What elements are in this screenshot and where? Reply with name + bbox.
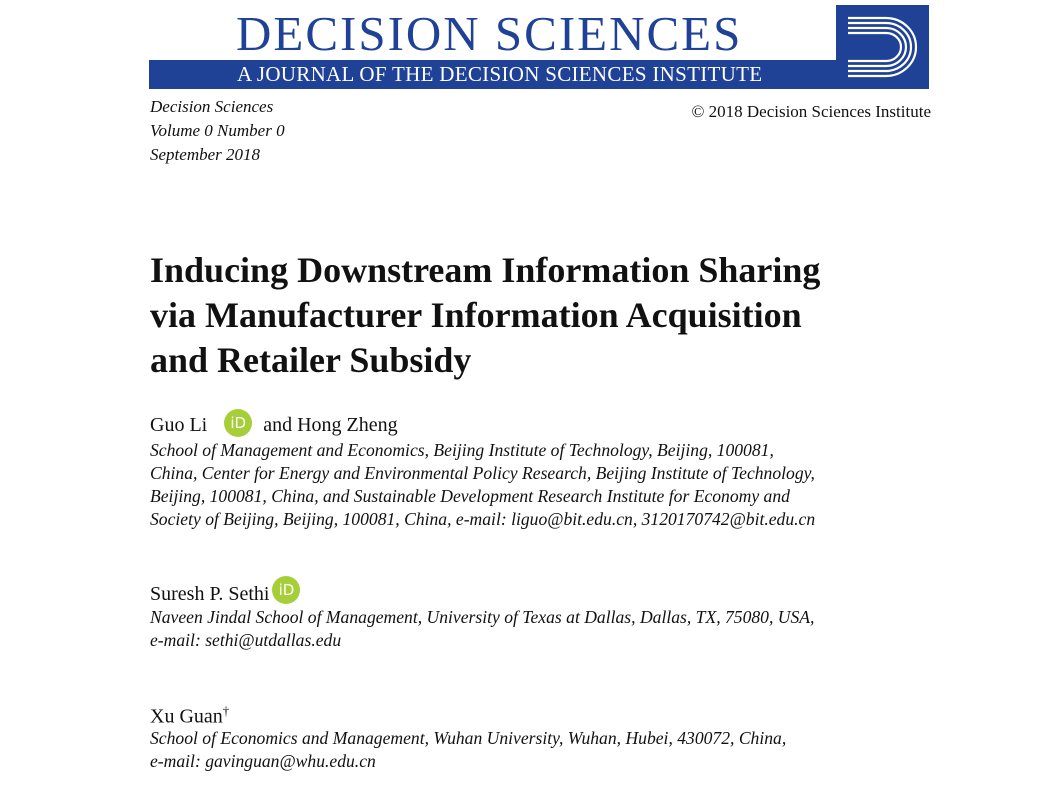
journal-subtitle: A JOURNAL OF THE DECISION SCIENCES INSTI…: [237, 62, 763, 86]
dagger-mark: †: [222, 703, 230, 718]
journal-band: [149, 60, 839, 89]
affiliation-line: Society of Beijing, Beijing, 100081, Chi…: [150, 509, 816, 529]
affiliation-line: e-mail: gavinguan@whu.edu.cn: [150, 751, 376, 771]
copyright: © 2018 Decision Sciences Institute: [691, 102, 931, 121]
paper-title-line: and Retailer Subsidy: [150, 340, 472, 380]
journal-title-meta: Decision Sciences: [150, 97, 274, 116]
volume-meta: Volume 0 Number 0: [150, 121, 285, 140]
affiliation-line: School of Management and Economics, Beij…: [150, 440, 774, 460]
affiliation-line: China, Center for Energy and Environment…: [150, 463, 815, 483]
paper-title-line: via Manufacturer Information Acquisition: [150, 295, 802, 335]
author-name: Guo Li: [150, 414, 208, 436]
affiliation-line: Naveen Jindal School of Management, Univ…: [150, 607, 815, 627]
affiliation-line: Beijing, 100081, China, and Sustainable …: [150, 486, 790, 506]
affiliation-line: School of Economics and Management, Wuha…: [150, 728, 787, 748]
author-name: Xu Guan: [150, 705, 223, 728]
author-line: Xu Guan†: [150, 698, 229, 730]
author-line: Suresh P. Sethi iD: [150, 576, 301, 607]
orcid-icon[interactable]: iD: [224, 409, 253, 437]
date-meta: September 2018: [150, 145, 261, 164]
author-line: Guo Li iD and Hong Zheng: [150, 409, 398, 438]
decision-sciences-logo-icon: [836, 5, 929, 89]
affiliation-line: e-mail: sethi@utdallas.edu: [150, 630, 342, 650]
author-name: Suresh P. Sethi: [150, 583, 270, 605]
paper-title-line: Inducing Downstream Information Sharing: [150, 250, 821, 290]
author-name: and Hong Zheng: [263, 414, 398, 436]
journal-name: DECISION SCIENCES: [236, 6, 743, 61]
orcid-icon[interactable]: iD: [272, 576, 301, 604]
